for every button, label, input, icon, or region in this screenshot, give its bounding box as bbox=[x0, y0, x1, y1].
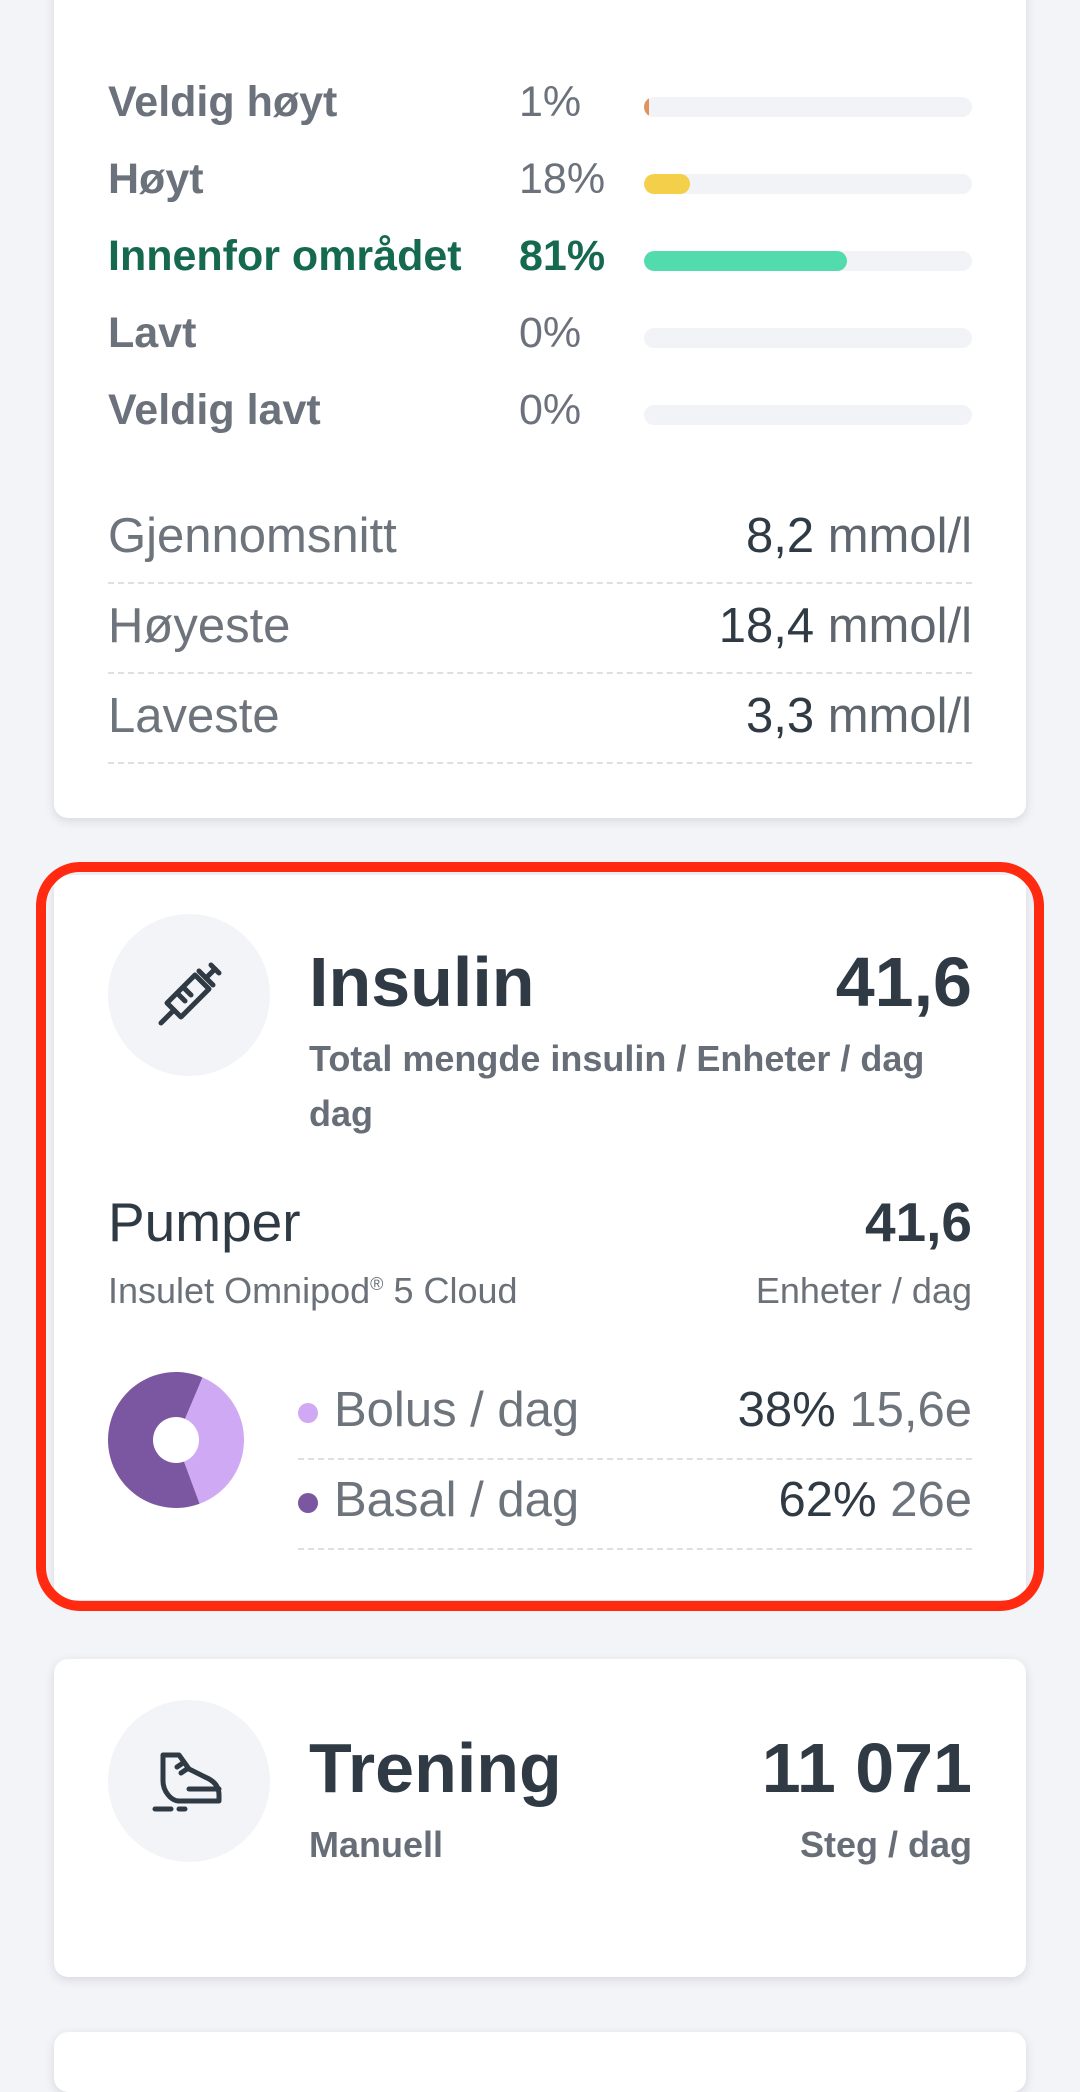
range-percent: 0% bbox=[519, 309, 582, 357]
training-title: Trening bbox=[309, 1729, 562, 1807]
stat-lowest: Laveste 3,3 mmol/l bbox=[108, 674, 972, 764]
stat-highest: Høyeste 18,4 mmol/l bbox=[108, 584, 972, 674]
range-label: Høyt bbox=[108, 155, 204, 203]
range-label: Lavt bbox=[108, 309, 197, 357]
range-bar bbox=[644, 328, 972, 348]
legend-label: Basal / dag bbox=[334, 1473, 580, 1527]
pump-device: Insulet Omnipod® 5 Cloud bbox=[108, 1270, 518, 1312]
legend-percent: 38% bbox=[737, 1383, 836, 1437]
insulin-split-donut-chart bbox=[108, 1372, 244, 1508]
range-row-in-range: Innenfor området 81% bbox=[108, 228, 972, 288]
training-value: 11 071 bbox=[761, 1729, 972, 1807]
training-source: Manuell bbox=[309, 1824, 444, 1865]
range-row-very-low: Veldig lavt 0% bbox=[108, 382, 972, 442]
range-bar-fill bbox=[644, 97, 649, 117]
range-bar-fill bbox=[644, 251, 848, 271]
pump-unit: Enheter / dag bbox=[755, 1270, 972, 1311]
range-label: Veldig høyt bbox=[108, 78, 338, 126]
next-card bbox=[54, 2032, 1026, 2092]
stat-average: Gjennomsnitt 8,2 mmol/l bbox=[108, 494, 972, 584]
pump-device-name: Insulet Omnipod bbox=[108, 1270, 371, 1311]
legend-units: 15,6e bbox=[849, 1383, 972, 1437]
pump-value: 41,6 bbox=[864, 1191, 972, 1253]
range-bar bbox=[644, 405, 972, 425]
stat-value: 18,4 mmol/l bbox=[719, 598, 972, 654]
range-row-high: Høyt 18% bbox=[108, 151, 972, 211]
sneaker-icon bbox=[108, 1700, 270, 1862]
legend-units: 26e bbox=[890, 1473, 972, 1527]
range-bar bbox=[644, 97, 972, 117]
stat-number: 8,2 bbox=[745, 509, 815, 563]
pump-title: Pumper bbox=[108, 1191, 301, 1253]
legend-value: 38% 15,6e bbox=[738, 1382, 972, 1438]
training-unit: Steg / dag bbox=[799, 1824, 972, 1865]
legend-row-bolus: Bolus / dag 38% 15,6e bbox=[298, 1370, 972, 1460]
legend-percent: 62% bbox=[778, 1473, 877, 1527]
range-bar bbox=[644, 251, 972, 271]
range-percent: 1% bbox=[519, 78, 582, 126]
stat-value: 3,3 mmol/l bbox=[746, 688, 972, 744]
registered-mark: ® bbox=[370, 1274, 384, 1294]
insulin-subtitle: Total mengde insulin / Enheter / dag bbox=[309, 1038, 925, 1079]
pump-device-suffix: 5 Cloud bbox=[393, 1270, 518, 1311]
range-bar bbox=[644, 174, 972, 194]
stat-label: Gjennomsnitt bbox=[108, 509, 397, 563]
range-label: Innenfor området bbox=[108, 232, 462, 280]
range-bar-fill bbox=[644, 174, 690, 194]
stat-label: Høyeste bbox=[108, 599, 291, 653]
stat-unit: mmol/l bbox=[827, 509, 972, 563]
range-percent: 18% bbox=[519, 155, 606, 203]
syringe-icon bbox=[108, 914, 270, 1076]
donut-slice-basal bbox=[108, 1372, 203, 1508]
stat-label: Laveste bbox=[108, 689, 280, 743]
range-label: Veldig lavt bbox=[108, 386, 321, 434]
stat-unit: mmol/l bbox=[827, 689, 972, 743]
insulin-subtitle-line2: dag bbox=[309, 1093, 374, 1134]
basal-dot-icon bbox=[298, 1493, 318, 1513]
insulin-total: 41,6 bbox=[835, 943, 972, 1021]
legend-label: Bolus / dag bbox=[334, 1383, 580, 1437]
range-row-very-high: Veldig høyt 1% bbox=[108, 74, 972, 134]
legend-row-basal: Basal / dag 62% 26e bbox=[298, 1460, 972, 1550]
range-row-low: Lavt 0% bbox=[108, 305, 972, 365]
stat-unit: mmol/l bbox=[827, 599, 972, 653]
donut-slice-bolus bbox=[183, 1377, 244, 1504]
stat-number: 18,4 bbox=[718, 599, 815, 653]
range-percent: 0% bbox=[519, 386, 582, 434]
stat-number: 3,3 bbox=[745, 689, 815, 743]
range-percent: 81% bbox=[519, 232, 606, 280]
legend-value: 62% 26e bbox=[779, 1472, 972, 1528]
stat-value: 8,2 mmol/l bbox=[746, 508, 972, 564]
bolus-dot-icon bbox=[298, 1403, 318, 1423]
insulin-title: Insulin bbox=[309, 943, 535, 1021]
